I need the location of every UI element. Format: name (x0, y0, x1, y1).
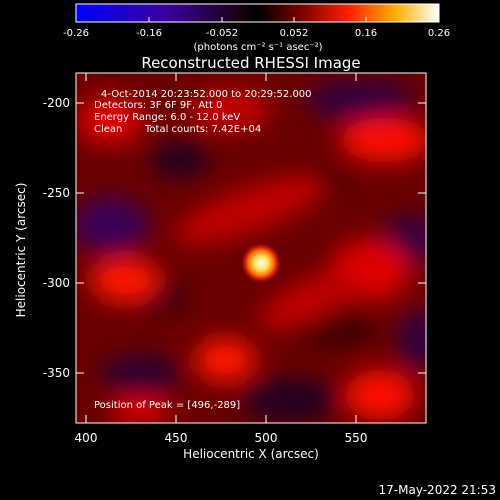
flare-peak (241, 243, 281, 283)
y-axis (76, 102, 426, 374)
y-tick-label: -200 (43, 96, 70, 110)
energy-range: Energy Range: 6.0 - 12.0 keV (94, 112, 240, 123)
plot-title: Reconstructed RHESSI Image (141, 54, 360, 72)
y-tick-label: -350 (43, 366, 70, 380)
x-tick-label: 550 (345, 431, 368, 445)
x-tick-label: 450 (165, 431, 188, 445)
detectors: Detectors: 3F 6F 9F, Att 0 (94, 100, 222, 111)
colorbar-tick: 0.26 (428, 28, 450, 39)
colorbar-tick: 0.052 (280, 28, 309, 39)
y-axis-label: Heliocentric Y (arcsec) (14, 183, 28, 318)
x-tick-label: 500 (255, 431, 278, 445)
y-tick-label: -250 (43, 186, 70, 200)
colorbar-tick: -0.052 (206, 28, 238, 39)
plot-frame (75, 72, 427, 424)
total-counts: Total counts: 7.42E+04 (144, 124, 261, 135)
colorbar-tick: 0.16 (355, 28, 377, 39)
colorbar-tick: -0.26 (63, 28, 89, 39)
colorbar-units: (photons cm⁻² s⁻¹ asec⁻²) (193, 42, 322, 53)
time-range: 4-Oct-2014 20:23:52.000 to 20:29:52.000 (101, 89, 312, 100)
x-tick-label: 400 (75, 431, 98, 445)
algorithm: Clean (94, 124, 122, 135)
y-tick-label: -300 (43, 276, 70, 290)
image-area (76, 73, 426, 423)
x-axis-label: Heliocentric X (arcsec) (183, 447, 319, 461)
colorbar-gradient (75, 3, 440, 23)
colorbar-tick: -0.16 (136, 28, 162, 39)
peak-position: Position of Peak = [496,-289] (94, 400, 240, 411)
x-axis (85, 73, 357, 423)
colorbar: -0.26 -0.16 -0.052 0.052 0.16 0.26 (phot… (63, 3, 450, 53)
timestamp: 17-May-2022 21:53 (379, 483, 496, 497)
